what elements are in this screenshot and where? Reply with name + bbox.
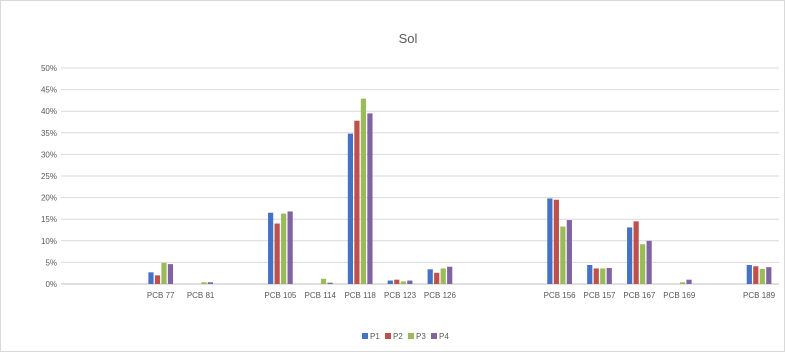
- bar-p2: [633, 221, 639, 284]
- bar-p4: [287, 211, 293, 284]
- y-tick-label: 10%: [41, 237, 57, 246]
- legend-label: P1: [370, 332, 380, 341]
- legend-swatch: [385, 333, 391, 339]
- bar-p3: [201, 282, 207, 284]
- legend-swatch: [362, 333, 368, 339]
- bar-p1: [587, 264, 593, 284]
- bar-p1: [427, 269, 433, 284]
- chart-title: Sol: [399, 31, 418, 46]
- bar-p1: [387, 280, 393, 284]
- bar-p2: [593, 268, 599, 284]
- x-tick-label: PCB 156: [544, 291, 577, 300]
- gridlines: [61, 67, 779, 285]
- y-tick-label: 45%: [41, 86, 57, 95]
- x-tick-label: PCB 157: [583, 291, 616, 300]
- y-tick-label: 30%: [41, 150, 57, 159]
- legend: P1 P2 P3 P4: [362, 332, 449, 341]
- bar-p2: [753, 266, 759, 284]
- bar-p1: [148, 272, 154, 284]
- bar-p2: [354, 120, 360, 284]
- bar-p4: [407, 280, 413, 284]
- bar-p2: [274, 223, 280, 284]
- x-tick-label: PCB 105: [264, 291, 297, 300]
- y-axis-ticks: 0% 5% 10% 15% 20% 25% 30% 35% 40% 45% 50%: [41, 64, 57, 289]
- y-tick-label: 25%: [41, 172, 57, 181]
- bar-p4: [447, 266, 453, 284]
- bar-p3: [560, 226, 566, 284]
- bar-p4: [167, 264, 174, 284]
- bar-p1: [627, 227, 633, 284]
- legend-swatch: [408, 333, 414, 339]
- x-tick-label: PCB 77: [147, 291, 175, 300]
- bar-p2: [394, 279, 400, 284]
- x-tick-label: PCB 114: [305, 291, 337, 300]
- bar-p4: [766, 267, 772, 284]
- bar-p4: [566, 220, 572, 284]
- bar-p3: [759, 268, 765, 284]
- x-axis-ticks: PCB 77 PCB 81 PCB 105 PCB 114 PCB 118 PCB 123…: [147, 291, 776, 300]
- bar-p3: [360, 98, 367, 284]
- bar-p2: [553, 199, 559, 284]
- bar-p4: [646, 240, 652, 284]
- bar-p4: [606, 268, 612, 284]
- bar-p4: [367, 113, 373, 284]
- x-tick-label: PCB 189: [743, 291, 776, 300]
- bar-p1: [746, 264, 752, 284]
- bar-p3: [400, 281, 406, 284]
- y-tick-label: 20%: [41, 194, 57, 203]
- bar-p3: [320, 278, 327, 284]
- y-tick-label: 5%: [45, 258, 57, 267]
- legend-label: P2: [393, 332, 403, 341]
- bar-p3: [281, 213, 287, 284]
- bar-p3: [161, 262, 167, 284]
- bar-p3: [679, 282, 686, 284]
- bar-p3: [640, 244, 646, 284]
- x-tick-label: PCB 169: [663, 291, 696, 300]
- x-tick-label: PCB 123: [384, 291, 417, 300]
- y-tick-label: 40%: [41, 107, 57, 116]
- bar-p2: [154, 275, 161, 284]
- bar-p4: [327, 282, 333, 284]
- x-tick-label: PCB 167: [623, 291, 656, 300]
- bar-p1: [268, 212, 274, 284]
- bar-p4: [207, 282, 213, 284]
- bar-p1: [347, 133, 354, 284]
- legend-swatch: [431, 333, 437, 339]
- bar-p3: [600, 268, 606, 284]
- bars: [148, 98, 772, 284]
- y-tick-label: 35%: [41, 129, 57, 138]
- bar-p3: [440, 268, 446, 284]
- y-tick-label: 50%: [41, 64, 57, 73]
- x-tick-label: PCB 126: [424, 291, 457, 300]
- legend-label: P3: [416, 332, 426, 341]
- bar-p4: [686, 279, 692, 284]
- y-tick-label: 0%: [45, 280, 57, 289]
- legend-label: P4: [439, 332, 449, 341]
- x-tick-label: PCB 81: [187, 291, 215, 300]
- bar-p2: [434, 272, 440, 284]
- x-tick-label: PCB 118: [344, 291, 376, 300]
- bar-p1: [547, 198, 553, 284]
- y-tick-label: 15%: [41, 215, 57, 224]
